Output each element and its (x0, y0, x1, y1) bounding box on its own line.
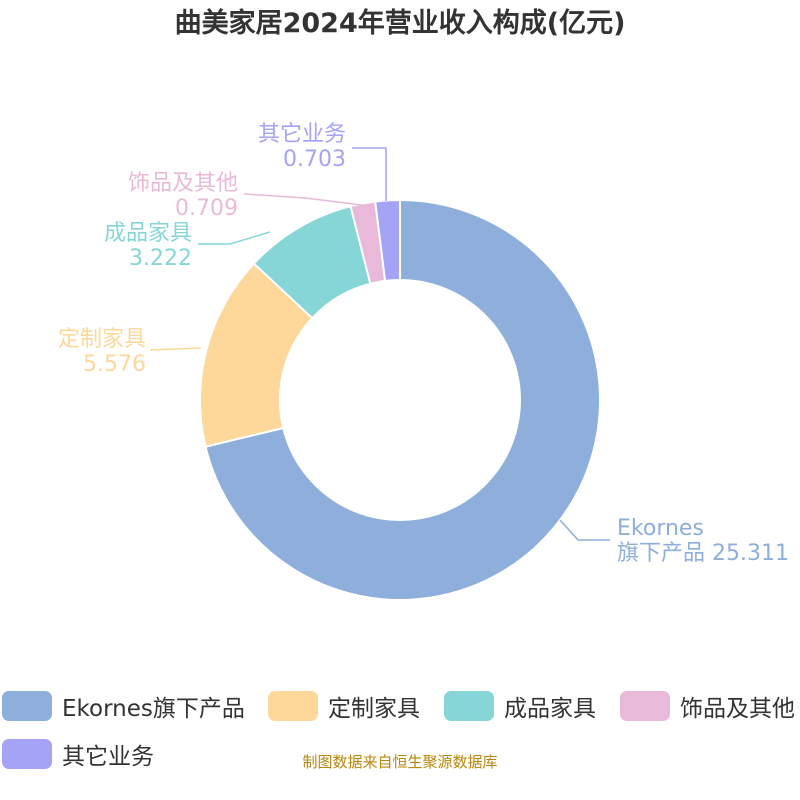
donut-slice-4[interactable] (374, 198, 401, 283)
legend-item-ekornes[interactable]: Ekornes旗下产品 (2, 688, 245, 724)
slice-label-line-0-0: Ekornes (617, 516, 704, 541)
slice-label-line-1-1: 5.576 (83, 352, 146, 377)
legend-label-custom-furniture: 定制家具 (328, 696, 420, 722)
slice-label-line-0-1: 旗下产品 25.311 (617, 541, 789, 566)
slice-label-1: 定制家具 5.576 (58, 327, 146, 377)
legend-item-accessories-other[interactable]: 饰品及其他 (620, 688, 795, 724)
legend-label-other-business: 其它业务 (62, 744, 154, 770)
slice-label-2: 成品家具 3.222 (104, 221, 192, 271)
leader-line-0 (559, 519, 610, 541)
leader-line-2 (198, 231, 271, 245)
donut-slice-0[interactable] (204, 198, 601, 601)
data-source-note: 制图数据来自恒生聚源数据库 (302, 753, 498, 771)
leader-line-1 (149, 347, 202, 351)
leader-line-3 (243, 193, 363, 206)
leader-line-4 (352, 147, 387, 201)
legend-item-finished-furniture[interactable]: 成品家具 (444, 688, 596, 724)
legend-item-other-business[interactable]: 其它业务 (2, 736, 154, 772)
slice-label-line-3-0: 饰品及其他 (128, 171, 238, 196)
slice-label-line-2-1: 3.222 (129, 246, 192, 271)
legend-label-ekornes: Ekornes旗下产品 (62, 696, 245, 722)
legend-label-accessories-other: 饰品及其他 (680, 696, 795, 722)
slice-label-3: 饰品及其他 0.709 (128, 171, 238, 221)
legend-item-custom-furniture[interactable]: 定制家具 (268, 688, 420, 724)
legend-swatch-accessories-other (620, 691, 670, 721)
legend-swatch-ekornes (2, 691, 52, 721)
legend-swatch-other-business (2, 739, 52, 769)
slice-label-line-4-0: 其它业务 (258, 122, 346, 147)
legend-label-finished-furniture: 成品家具 (504, 696, 596, 722)
slice-label-0: Ekornes 旗下产品 25.311 (617, 516, 789, 566)
slice-label-line-1-0: 定制家具 (58, 327, 146, 352)
slice-label-line-2-0: 成品家具 (104, 221, 192, 246)
slice-label-line-4-1: 0.703 (283, 147, 346, 172)
slice-label-4: 其它业务 0.703 (258, 122, 346, 172)
legend-swatch-custom-furniture (268, 691, 318, 721)
slice-label-line-3-1: 0.709 (175, 196, 238, 221)
legend-swatch-finished-furniture (444, 691, 494, 721)
chart-title: 曲美家居2024年营业收入构成(亿元) (174, 8, 626, 39)
